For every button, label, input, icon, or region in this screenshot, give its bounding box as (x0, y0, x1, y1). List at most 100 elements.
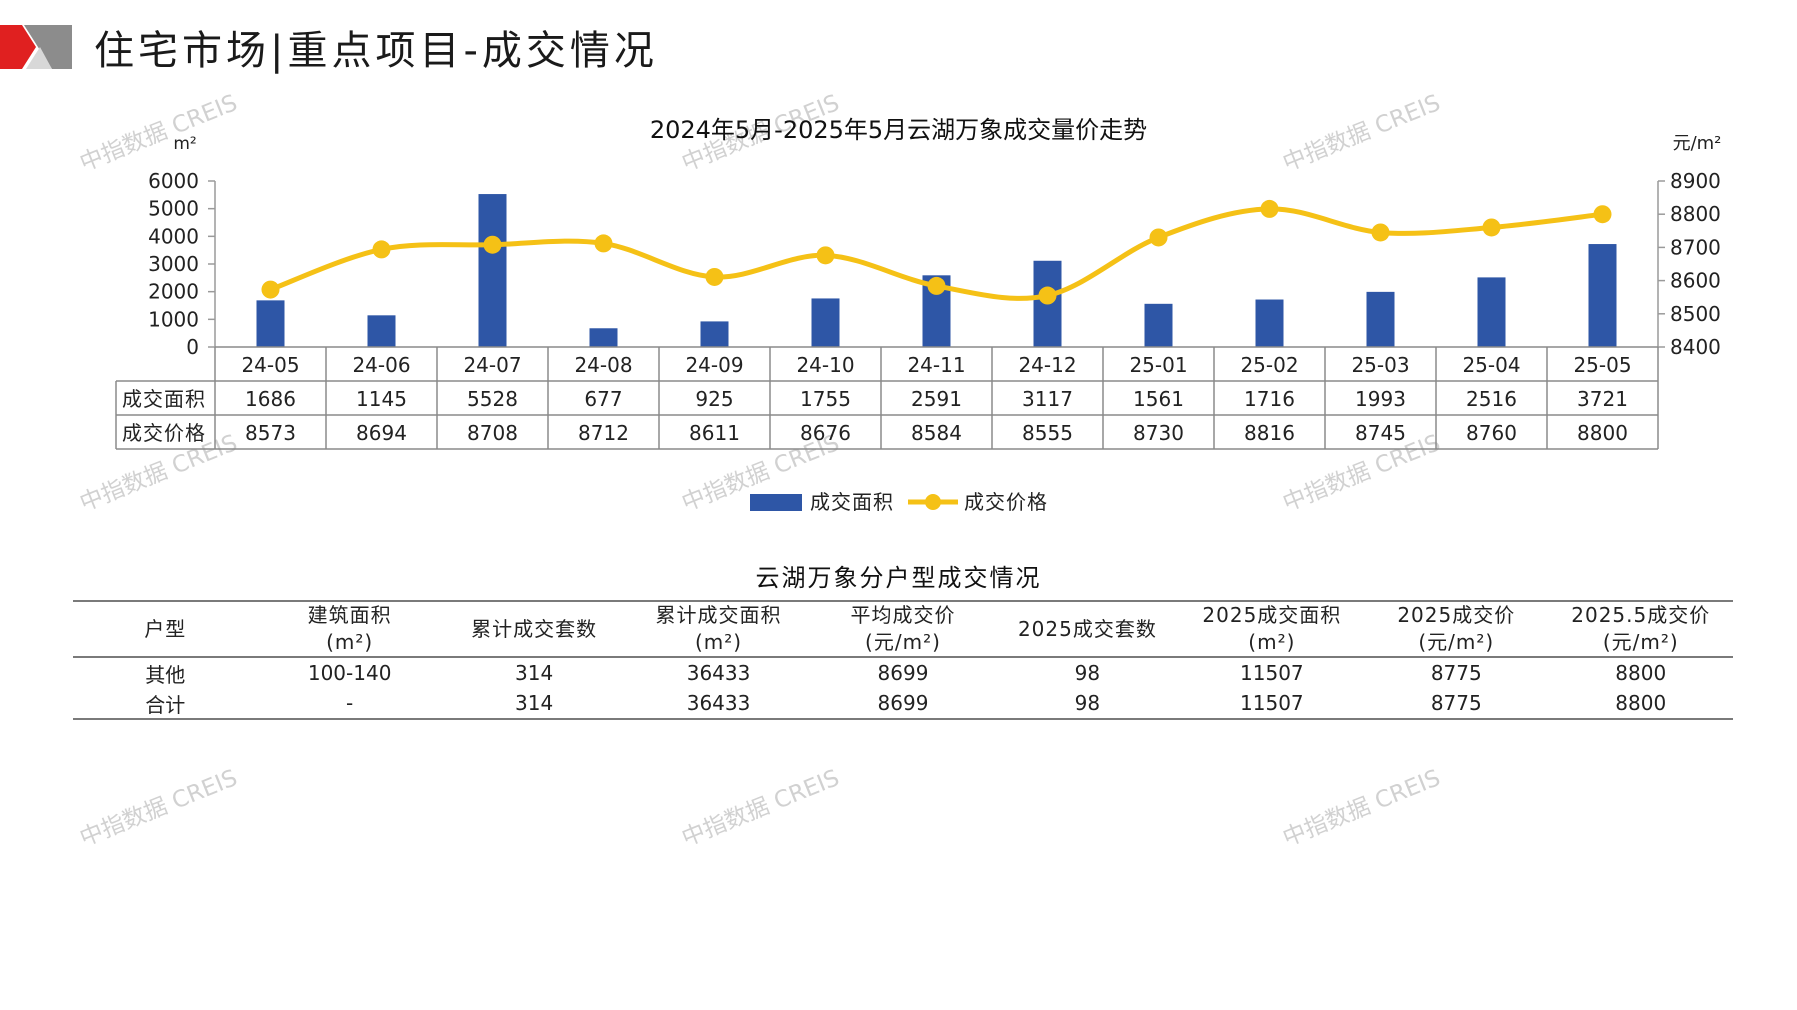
table-cell: 36433 (626, 688, 811, 720)
x-tick-label: 25-05 (1573, 353, 1631, 377)
data-label: 8708 (467, 421, 518, 445)
table-title: 云湖万象分户型成交情况 (755, 564, 1042, 592)
left-tick-label: 5000 (148, 197, 199, 221)
left-tick-label: 0 (186, 335, 199, 359)
column-header-text: (元/m²) (1418, 630, 1495, 654)
watermark: 中指数据 CREIS (76, 765, 242, 852)
price-point-24-10 (816, 246, 835, 265)
left-tick-label: 1000 (148, 307, 199, 331)
table-cell: 8699 (810, 688, 996, 720)
data-label: 1993 (1355, 387, 1406, 411)
column-header-text: (元/m²) (1602, 630, 1679, 654)
legend-marker-price (925, 494, 941, 510)
summary-table: 户型 建筑面积 (m²) 累计成交套数 累计成交面积 (m²) 平均成交价 (元/m²) 202… (73, 600, 1733, 720)
bar-24-08 (589, 328, 618, 347)
x-tick-label: 24-07 (463, 353, 521, 377)
column-header: 2025成交套数 (995, 600, 1180, 658)
bar-25-01 (1144, 303, 1173, 347)
column-header-text: 户型 (144, 616, 187, 641)
x-tick-label: 24-09 (685, 353, 743, 377)
column-header-text: (m²) (694, 630, 743, 654)
bar-24-06 (367, 315, 396, 347)
right-tick-label: 8400 (1670, 335, 1721, 359)
x-tick-label: 24-06 (352, 353, 410, 377)
column-header: 2025成交面积 (m²) (1179, 600, 1365, 658)
x-tick-label: 25-03 (1351, 353, 1409, 377)
data-label: 8760 (1466, 421, 1517, 445)
table-cell: 8699 (877, 661, 929, 685)
column-header-text: 累计成交面积 (655, 603, 782, 627)
data-label: 1755 (800, 387, 851, 411)
column-header: 累计成交面积 (m²) (626, 600, 811, 658)
price-point-24-09 (705, 267, 724, 286)
table-cell: - (257, 688, 442, 720)
left-tick-label: 4000 (148, 224, 199, 248)
price-point-24-08 (594, 234, 613, 253)
data-label: 8555 (1022, 421, 1073, 445)
column-header-text: 建筑面积 (307, 603, 392, 627)
watermark: 中指数据 CREIS (1279, 765, 1445, 852)
right-tick-label: 8500 (1670, 302, 1721, 326)
table-body: 其他 100-140 314 36433 8699 98 11507 8775 8800 合计 -3… (73, 657, 1733, 720)
table-cell: 100-140 (307, 661, 392, 685)
price-point-25-05 (1593, 205, 1612, 224)
right-tick-label: 8800 (1670, 202, 1721, 226)
data-label: 1686 (245, 387, 296, 411)
data-label: 1716 (1244, 387, 1295, 411)
data-label: 3117 (1022, 387, 1073, 411)
right-tick-label: 8600 (1670, 269, 1721, 293)
data-label: 8694 (356, 421, 407, 445)
data-label: 5528 (467, 387, 518, 411)
right-axis-unit: 元/m² (1673, 133, 1722, 154)
table-cell: 8800 (1548, 688, 1733, 720)
right-tick-label: 8900 (1670, 169, 1721, 193)
column-header-text: 累计成交套数 (471, 616, 598, 641)
price-point-24-07 (483, 235, 502, 254)
bar-25-05 (1588, 244, 1617, 347)
price-point-25-04 (1482, 218, 1501, 237)
data-label: 8611 (689, 421, 740, 445)
column-header-text: 2025成交价 (1397, 603, 1516, 627)
watermark: 中指数据 CREIS (678, 765, 844, 852)
data-label: 8712 (578, 421, 629, 445)
column-header-text: (元/m²) (865, 630, 941, 654)
price-point-25-01 (1149, 228, 1168, 247)
legend-label-price: 成交价格 (964, 490, 1048, 514)
column-header: 累计成交套数 (441, 600, 627, 658)
table-cell: 11507 (1179, 688, 1365, 720)
data-label: 2516 (1466, 387, 1517, 411)
right-tick-label: 8700 (1670, 235, 1721, 259)
table-cell: 98 (1074, 661, 1101, 685)
price-point-25-02 (1260, 199, 1279, 218)
bar-24-10 (811, 298, 840, 347)
data-label: 1561 (1133, 387, 1184, 411)
data-label: 8816 (1244, 421, 1295, 445)
column-header: 2025成交价 (元/m²) (1364, 600, 1549, 658)
price-point-24-12 (1038, 286, 1057, 305)
data-label: 677 (584, 387, 622, 411)
legend-swatch-area (750, 494, 802, 511)
table-cell: 36433 (686, 661, 751, 685)
data-label: 8745 (1355, 421, 1406, 445)
table-cell: 8800 (1615, 661, 1667, 685)
bar-25-02 (1255, 299, 1284, 347)
bar-24-07 (478, 194, 507, 347)
data-label: 8584 (911, 421, 962, 445)
x-tick-label: 25-04 (1462, 353, 1520, 377)
data-label: 3721 (1577, 387, 1628, 411)
data-label: 8730 (1133, 421, 1184, 445)
left-tick-label: 3000 (148, 252, 199, 276)
x-tick-label: 24-08 (574, 353, 632, 377)
data-table-row-label: 成交面积 (122, 387, 206, 411)
table-cell: 其他 (145, 662, 186, 687)
table-header-row: 户型 建筑面积 (m²) 累计成交套数 累计成交面积 (m²) 平均成交价 (元/m²) 202… (73, 600, 1733, 658)
page-title: 住宅市场|重点项目-成交情况 (94, 28, 658, 74)
left-tick-label: 2000 (148, 280, 199, 304)
table-cell: 8775 (1364, 688, 1549, 720)
table-cell: 314 (515, 661, 554, 685)
column-header-text: (m²) (326, 630, 374, 654)
x-tick-label: 25-01 (1129, 353, 1187, 377)
column-header-text: 平均成交价 (850, 603, 956, 627)
x-tick-label: 25-02 (1240, 353, 1298, 377)
column-header: 2025.5成交价 (元/m²) (1548, 600, 1733, 658)
